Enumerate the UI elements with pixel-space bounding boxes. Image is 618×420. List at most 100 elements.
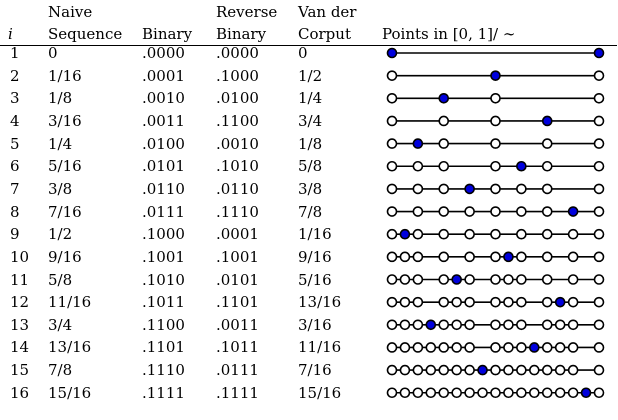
row-naive-sequence: 13/16 bbox=[48, 338, 92, 357]
previous-point bbox=[554, 319, 566, 331]
header-i: i bbox=[8, 25, 13, 43]
previous-point bbox=[529, 387, 540, 399]
previous-point bbox=[490, 364, 501, 376]
header-naive-line2: Sequence bbox=[48, 25, 123, 43]
row-van-der-corput: 11/16 bbox=[298, 338, 342, 357]
row-binary: .1001 bbox=[142, 247, 185, 266]
new-point bbox=[554, 296, 566, 308]
previous-point bbox=[593, 138, 605, 149]
header-vdc-line1: Van der bbox=[298, 3, 357, 21]
row-reverse-binary: .1010 bbox=[216, 157, 259, 176]
row-binary: .1011 bbox=[142, 293, 185, 312]
previous-point bbox=[490, 387, 501, 399]
row-index: 5 bbox=[10, 134, 20, 153]
row-van-der-corput: 1/8 bbox=[298, 134, 323, 153]
previous-point bbox=[386, 387, 398, 399]
row-index: 15 bbox=[10, 361, 30, 380]
previous-point bbox=[490, 296, 501, 308]
previous-point bbox=[541, 274, 553, 285]
previous-point bbox=[386, 160, 398, 172]
row-van-der-corput: 0 bbox=[298, 44, 308, 62]
row-binary: .0001 bbox=[142, 66, 185, 85]
previous-point bbox=[541, 138, 553, 149]
previous-point bbox=[593, 115, 605, 127]
row-reverse-binary: .1000 bbox=[216, 66, 259, 85]
row-binary: .1101 bbox=[142, 338, 185, 357]
new-point bbox=[438, 93, 450, 104]
previous-point bbox=[386, 183, 398, 195]
row-naive-sequence: 1/4 bbox=[48, 134, 73, 153]
previous-point bbox=[386, 319, 398, 331]
new-point bbox=[516, 160, 527, 172]
previous-point bbox=[412, 364, 424, 376]
previous-point bbox=[464, 364, 475, 376]
row-index: 4 bbox=[10, 111, 20, 130]
previous-point bbox=[438, 251, 450, 263]
previous-point bbox=[464, 296, 475, 308]
row-naive-sequence: 15/16 bbox=[48, 383, 92, 402]
previous-point bbox=[386, 138, 398, 149]
previous-point bbox=[490, 251, 501, 263]
previous-point bbox=[554, 342, 566, 353]
row-van-der-corput: 15/16 bbox=[298, 383, 342, 402]
row-van-der-corput: 3/4 bbox=[298, 111, 323, 130]
previous-point bbox=[593, 319, 605, 331]
previous-point bbox=[399, 319, 411, 331]
row-naive-sequence: 3/4 bbox=[48, 315, 73, 334]
previous-point bbox=[567, 251, 579, 263]
previous-point bbox=[503, 364, 514, 376]
header-rule bbox=[0, 45, 617, 46]
new-point bbox=[425, 319, 437, 331]
row-naive-sequence: 3/16 bbox=[48, 111, 82, 130]
previous-point bbox=[438, 296, 450, 308]
previous-point bbox=[412, 251, 424, 263]
header-naive-line1: Naive bbox=[48, 3, 93, 21]
previous-point bbox=[386, 93, 398, 104]
row-binary: .0010 bbox=[142, 89, 185, 108]
header-reverse-line1: Reverse bbox=[216, 3, 278, 21]
row-index: 8 bbox=[10, 202, 20, 221]
row-reverse-binary: .0111 bbox=[216, 361, 259, 380]
previous-point bbox=[386, 251, 398, 263]
previous-point bbox=[593, 251, 605, 263]
new-point bbox=[580, 387, 592, 399]
row-reverse-binary: .0100 bbox=[216, 89, 259, 108]
row-reverse-binary: .0011 bbox=[216, 315, 259, 334]
previous-point bbox=[593, 364, 605, 376]
new-point bbox=[386, 47, 398, 59]
previous-point bbox=[554, 387, 566, 399]
new-point bbox=[567, 206, 579, 217]
previous-point bbox=[438, 206, 450, 217]
previous-point bbox=[567, 296, 579, 308]
previous-point bbox=[567, 228, 579, 240]
row-reverse-binary: .0110 bbox=[216, 179, 259, 198]
row-index: 2 bbox=[10, 66, 20, 85]
row-index: 6 bbox=[10, 157, 20, 176]
previous-point bbox=[386, 228, 398, 240]
previous-point bbox=[386, 364, 398, 376]
new-point bbox=[541, 115, 553, 127]
previous-point bbox=[451, 342, 462, 353]
previous-point bbox=[567, 274, 579, 285]
previous-point bbox=[490, 206, 501, 217]
row-reverse-binary: .0010 bbox=[216, 134, 259, 153]
new-point bbox=[399, 228, 411, 240]
previous-point bbox=[593, 160, 605, 172]
previous-point bbox=[593, 274, 605, 285]
previous-point bbox=[541, 364, 553, 376]
new-point bbox=[412, 138, 424, 149]
previous-point bbox=[541, 319, 553, 331]
previous-point bbox=[438, 319, 450, 331]
row-index: 10 bbox=[10, 247, 30, 266]
previous-point bbox=[425, 364, 437, 376]
previous-point bbox=[451, 387, 462, 399]
new-point bbox=[593, 47, 605, 59]
row-van-der-corput: 9/16 bbox=[298, 247, 332, 266]
previous-point bbox=[593, 296, 605, 308]
row-reverse-binary: .1110 bbox=[216, 202, 259, 221]
row-naive-sequence: 3/8 bbox=[48, 179, 73, 198]
previous-point bbox=[516, 387, 527, 399]
previous-point bbox=[490, 183, 501, 195]
header-vdc-line2: Corput bbox=[298, 25, 351, 43]
